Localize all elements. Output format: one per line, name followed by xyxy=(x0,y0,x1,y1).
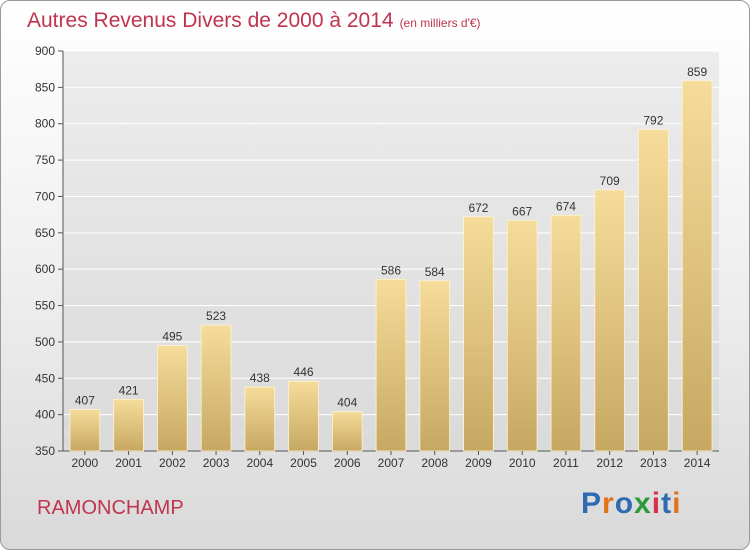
value-label-2007: 586 xyxy=(381,263,401,277)
x-tick-label-2000: 2000 xyxy=(72,456,99,470)
value-label-2003: 523 xyxy=(206,309,226,323)
value-label-2005: 446 xyxy=(294,365,314,379)
y-tick-label: 900 xyxy=(35,44,55,58)
value-label-2014: 859 xyxy=(687,65,707,79)
y-tick-label: 800 xyxy=(35,117,55,131)
bar-2014 xyxy=(681,80,713,452)
logo-letter: i xyxy=(651,487,662,520)
x-tick-label-2012: 2012 xyxy=(596,456,623,470)
x-tick-label-2003: 2003 xyxy=(203,456,230,470)
y-tick-label: 650 xyxy=(35,226,55,240)
bar-2005 xyxy=(288,380,319,452)
logo-letter: i xyxy=(672,487,682,520)
y-tick-label: 750 xyxy=(35,153,55,167)
x-tick-label-2009: 2009 xyxy=(465,456,492,470)
x-tick-label-2001: 2001 xyxy=(115,456,142,470)
bar-2011 xyxy=(550,214,582,452)
logo-letter: o xyxy=(614,487,635,520)
y-tick-label: 550 xyxy=(35,299,55,313)
x-tick-label-2006: 2006 xyxy=(334,456,361,470)
value-label-2001: 421 xyxy=(119,383,139,397)
y-tick-label: 400 xyxy=(35,408,55,422)
logo-letter: t xyxy=(661,487,673,520)
value-label-2004: 438 xyxy=(250,371,270,385)
bar-2003 xyxy=(200,324,232,452)
bar-2013 xyxy=(638,129,669,452)
value-label-2000: 407 xyxy=(75,394,95,408)
commune-name: RAMONCHAMP xyxy=(37,497,184,519)
x-tick-label-2004: 2004 xyxy=(246,456,273,470)
logo-letter: r xyxy=(602,487,615,520)
y-tick-label: 350 xyxy=(35,444,55,458)
bar-2010 xyxy=(506,220,538,452)
y-tick-label: 500 xyxy=(35,335,55,349)
bar-2000 xyxy=(69,409,101,452)
bar-2012 xyxy=(594,189,625,452)
x-tick-label-2013: 2013 xyxy=(640,456,667,470)
y-tick-label: 850 xyxy=(35,80,55,94)
y-tick-label: 450 xyxy=(35,371,55,385)
bar-2004 xyxy=(244,386,276,452)
logo-letter: x xyxy=(634,487,652,520)
bar-2007 xyxy=(375,278,407,452)
value-label-2012: 709 xyxy=(600,174,620,188)
value-label-2008: 584 xyxy=(425,265,445,279)
x-tick-label-2014: 2014 xyxy=(684,456,711,470)
x-tick-label-2010: 2010 xyxy=(509,456,536,470)
chart-title-text: Autres Revenus Divers de 2000 à 2014 xyxy=(27,9,394,32)
proxiti-logo: Proxiti xyxy=(581,487,681,521)
logo-letter: P xyxy=(581,487,603,520)
bar-2006 xyxy=(331,411,363,452)
bar-2001 xyxy=(113,398,144,452)
x-tick-label-2008: 2008 xyxy=(421,456,448,470)
bar-2008 xyxy=(419,280,451,452)
chart-unit: (en milliers d'€) xyxy=(399,16,481,30)
value-label-2010: 667 xyxy=(512,204,532,218)
bar-2002 xyxy=(157,345,188,452)
x-tick-label-2007: 2007 xyxy=(378,456,405,470)
value-label-2009: 672 xyxy=(468,201,488,215)
x-tick-label-2005: 2005 xyxy=(290,456,317,470)
y-tick-label: 600 xyxy=(35,262,55,276)
chart-title: Autres Revenus Divers de 2000 à 2014 (en … xyxy=(27,9,481,33)
y-tick-label: 700 xyxy=(35,189,55,203)
x-tick-label-2002: 2002 xyxy=(159,456,186,470)
value-label-2011: 674 xyxy=(556,199,576,213)
value-label-2006: 404 xyxy=(337,396,357,410)
value-label-2013: 792 xyxy=(643,114,663,128)
value-label-2002: 495 xyxy=(162,330,182,344)
bar-2009 xyxy=(463,216,494,452)
x-tick-label-2011: 2011 xyxy=(553,456,579,470)
